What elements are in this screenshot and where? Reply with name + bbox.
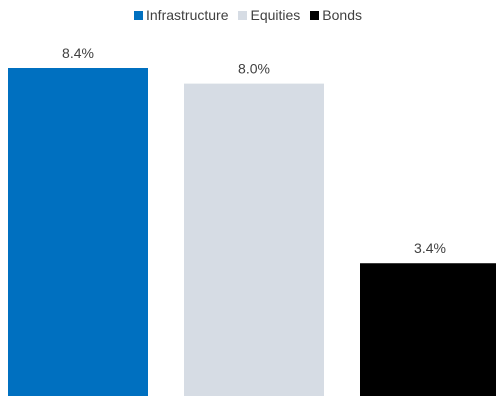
bar-infrastructure — [8, 68, 148, 396]
data-label-infrastructure: 8.4% — [62, 45, 94, 61]
bar-bonds — [360, 263, 496, 396]
legend-swatch-equities — [238, 10, 248, 20]
bar-equities — [184, 83, 324, 396]
legend-label: Infrastructure — [146, 7, 229, 23]
legend-swatch-bonds — [310, 10, 320, 20]
legend-swatch-infrastructure — [134, 10, 143, 20]
data-label-equities: 8.0% — [238, 61, 270, 77]
legend: Infrastructure Equities Bonds — [0, 7, 496, 23]
legend-label: Equities — [250, 7, 301, 23]
legend-item-bonds: Bonds — [310, 7, 362, 23]
legend-item-infrastructure: Infrastructure — [134, 7, 228, 23]
legend-item-equities: Equities — [238, 7, 300, 23]
legend-label: Bonds — [322, 7, 362, 23]
data-label-bonds: 3.4% — [414, 240, 446, 256]
